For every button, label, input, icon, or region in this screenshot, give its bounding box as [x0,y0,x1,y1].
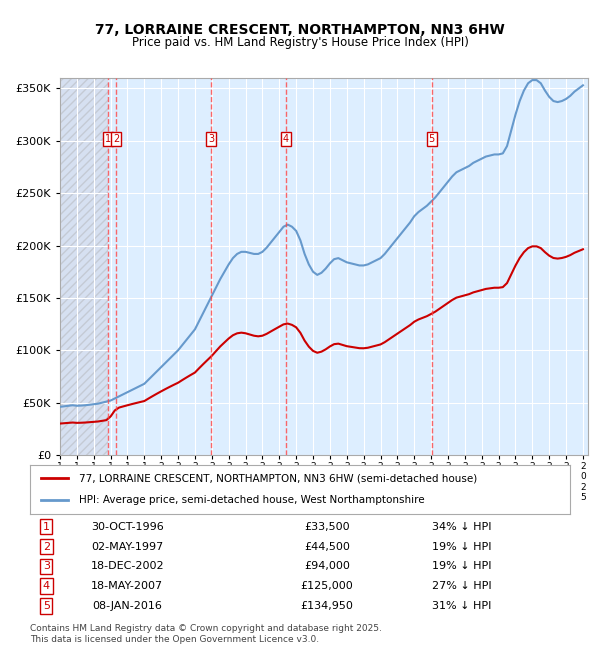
Text: £33,500: £33,500 [304,522,350,532]
Text: 2: 2 [43,541,50,551]
Text: 5: 5 [428,134,435,144]
Text: 4: 4 [283,134,289,144]
Text: 19% ↓ HPI: 19% ↓ HPI [432,541,492,551]
Text: 3: 3 [43,562,50,571]
Text: Contains HM Land Registry data © Crown copyright and database right 2025.
This d: Contains HM Land Registry data © Crown c… [30,624,382,644]
Text: 08-JAN-2016: 08-JAN-2016 [92,601,162,611]
Text: £94,000: £94,000 [304,562,350,571]
Text: 4: 4 [43,581,50,592]
Text: 02-MAY-1997: 02-MAY-1997 [91,541,163,551]
Text: 5: 5 [43,601,50,611]
Text: 18-DEC-2002: 18-DEC-2002 [91,562,164,571]
Text: 30-OCT-1996: 30-OCT-1996 [91,522,164,532]
Text: 31% ↓ HPI: 31% ↓ HPI [433,601,491,611]
Text: HPI: Average price, semi-detached house, West Northamptonshire: HPI: Average price, semi-detached house,… [79,495,424,505]
Text: 2: 2 [113,134,119,144]
Text: 77, LORRAINE CRESCENT, NORTHAMPTON, NN3 6HW: 77, LORRAINE CRESCENT, NORTHAMPTON, NN3 … [95,23,505,37]
Text: 18-MAY-2007: 18-MAY-2007 [91,581,163,592]
Text: 1: 1 [43,522,50,532]
Text: 34% ↓ HPI: 34% ↓ HPI [432,522,492,532]
Text: 19% ↓ HPI: 19% ↓ HPI [432,562,492,571]
Text: £125,000: £125,000 [301,581,353,592]
Text: 27% ↓ HPI: 27% ↓ HPI [432,581,492,592]
Text: Price paid vs. HM Land Registry's House Price Index (HPI): Price paid vs. HM Land Registry's House … [131,36,469,49]
Text: 77, LORRAINE CRESCENT, NORTHAMPTON, NN3 6HW (semi-detached house): 77, LORRAINE CRESCENT, NORTHAMPTON, NN3 … [79,473,477,484]
Text: 3: 3 [208,134,214,144]
Text: £44,500: £44,500 [304,541,350,551]
Text: £134,950: £134,950 [301,601,353,611]
Text: 1: 1 [104,134,111,144]
Bar [60,78,108,455]
